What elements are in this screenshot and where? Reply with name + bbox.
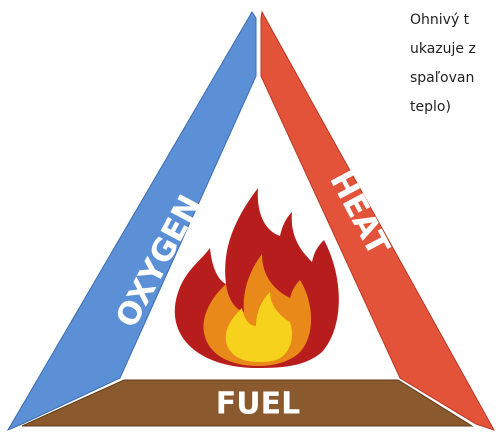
caption-line: spaľovan: [410, 64, 496, 93]
caption-line: teplo): [410, 93, 496, 122]
caption-line: ukazuje z: [410, 35, 496, 64]
caption-line: Ohnivý t: [410, 6, 496, 35]
caption: Ohnivý t ukazuje z spaľovan teplo): [410, 6, 496, 122]
fuel-label: FUEL: [216, 387, 300, 422]
oxygen-side: [8, 12, 256, 430]
page: OXYGEN HEAT FUEL Ohnivý t ukazuje z spaľ…: [0, 0, 496, 433]
